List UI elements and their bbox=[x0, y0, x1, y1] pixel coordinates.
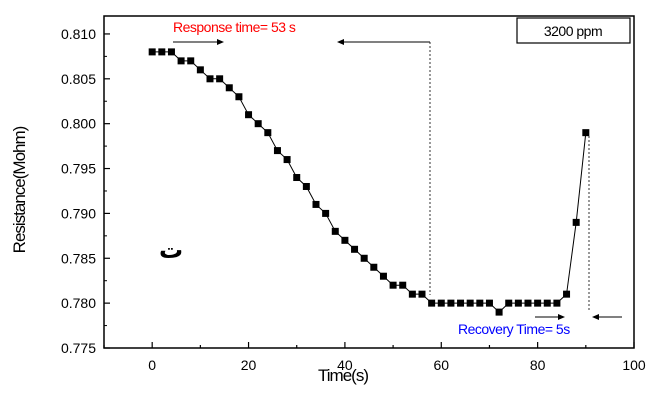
data-point bbox=[524, 299, 532, 307]
response-arrow-left bbox=[337, 39, 430, 45]
arabic-symbol-label: ت bbox=[159, 236, 183, 264]
data-point bbox=[563, 290, 571, 298]
x-tick-label: 80 bbox=[530, 357, 546, 373]
data-point bbox=[283, 156, 291, 164]
response-time-annotation: Response time= 53 s bbox=[173, 19, 296, 35]
data-point bbox=[582, 129, 590, 137]
series-line bbox=[152, 51, 587, 313]
y-tick-label: 0.790 bbox=[61, 205, 96, 221]
data-point bbox=[534, 299, 542, 307]
concentration-box bbox=[516, 17, 631, 44]
data-point bbox=[245, 111, 253, 119]
data-point bbox=[447, 299, 455, 307]
y-tick-label: 0.780 bbox=[61, 295, 96, 311]
y-tick-label: 0.800 bbox=[61, 116, 96, 132]
data-point bbox=[379, 272, 387, 280]
data-point bbox=[389, 281, 397, 289]
data-point bbox=[322, 209, 330, 217]
data-point bbox=[370, 263, 378, 271]
y-tick-label: 0.805 bbox=[61, 71, 96, 87]
recovery-arrow-left bbox=[592, 314, 622, 320]
data-point bbox=[418, 290, 426, 298]
data-point bbox=[264, 129, 272, 137]
data-point bbox=[428, 299, 436, 307]
data-point bbox=[543, 299, 551, 307]
data-point bbox=[302, 182, 310, 190]
recovery-time-annotation: Recovery Time= 5s bbox=[458, 321, 570, 337]
plot-frame bbox=[103, 15, 635, 349]
x-tick-label: 60 bbox=[433, 357, 449, 373]
x-axis-title: Time(s) bbox=[318, 366, 368, 385]
x-tick-label: 40 bbox=[337, 357, 353, 373]
response-arrow-right bbox=[173, 39, 224, 45]
data-point bbox=[254, 120, 262, 128]
data-point bbox=[331, 227, 339, 235]
y-axis-tick-labels: 0.775 0.780 0.785 0.790 0.795 0.800 0.805 0.810 bbox=[61, 26, 96, 356]
data-point bbox=[572, 218, 580, 226]
y-tick-label: 0.775 bbox=[61, 340, 96, 356]
data-point bbox=[167, 48, 175, 56]
data-point bbox=[514, 299, 522, 307]
series-points bbox=[148, 48, 590, 316]
data-point bbox=[476, 299, 484, 307]
data-point bbox=[360, 254, 368, 262]
data-point bbox=[235, 93, 243, 101]
series-connecting-line bbox=[152, 51, 587, 313]
y-axis-ticks bbox=[104, 33, 110, 349]
data-point bbox=[216, 75, 224, 83]
y-tick-label: 0.795 bbox=[61, 161, 96, 177]
data-point bbox=[553, 299, 561, 307]
data-point bbox=[351, 245, 359, 253]
data-point bbox=[505, 299, 513, 307]
x-tick-label: 0 bbox=[148, 357, 156, 373]
data-point bbox=[177, 57, 185, 65]
data-point bbox=[158, 48, 166, 56]
x-axis-tick-labels: 0 20 40 60 80 100 bbox=[148, 357, 646, 373]
data-point bbox=[437, 299, 445, 307]
data-point bbox=[196, 66, 204, 74]
data-point bbox=[495, 308, 503, 316]
data-point bbox=[225, 84, 233, 92]
data-point bbox=[457, 299, 465, 307]
concentration-label: 3200 ppm bbox=[544, 23, 602, 39]
data-point bbox=[341, 236, 349, 244]
data-point bbox=[273, 147, 281, 155]
data-point bbox=[293, 174, 301, 182]
x-axis-ticks bbox=[103, 342, 635, 348]
y-tick-label: 0.785 bbox=[61, 250, 96, 266]
x-tick-label: 20 bbox=[241, 357, 257, 373]
data-point bbox=[187, 57, 195, 65]
y-axis-title: Resistance(Mohm) bbox=[10, 126, 29, 253]
data-point bbox=[148, 48, 156, 56]
data-point bbox=[312, 200, 320, 208]
y-tick-label: 0.810 bbox=[61, 26, 96, 42]
data-point bbox=[399, 281, 407, 289]
data-point bbox=[466, 299, 474, 307]
data-point bbox=[485, 299, 493, 307]
x-tick-label: 100 bbox=[622, 357, 646, 373]
data-point bbox=[206, 75, 214, 83]
data-point bbox=[408, 290, 416, 298]
recovery-arrow-right bbox=[535, 314, 565, 320]
